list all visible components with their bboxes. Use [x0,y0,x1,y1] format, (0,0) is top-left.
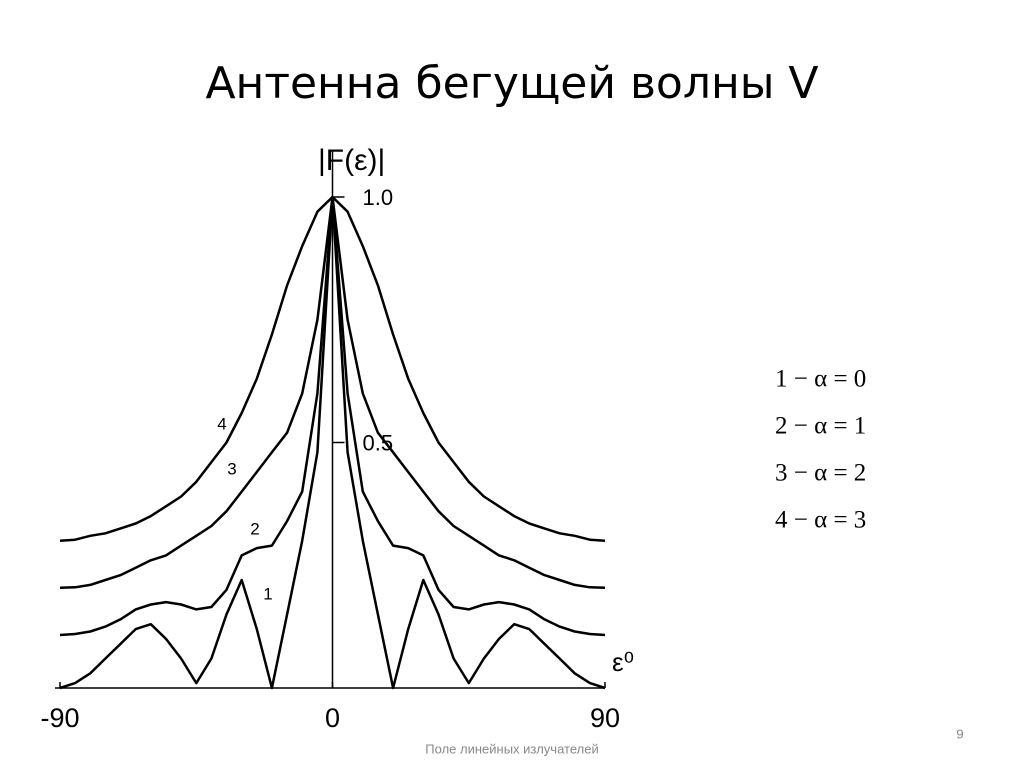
footer: Поле линейных излучателей [425,741,598,756]
x-tick-label: -90 [40,703,79,733]
slide-title: Антенна бегущей волны V [205,58,818,109]
formula-note: 3 − α = 2 [775,460,866,487]
x-axis-label: ε⁰ [612,647,634,677]
page-number: 9 [956,726,963,741]
curve-label: 4 [217,414,226,433]
x-tick-label: 0 [325,703,340,733]
formula-note: 4 − α = 3 [775,507,866,534]
y-axis-label: |F(ε)| [318,144,385,177]
curve-label: 1 [263,584,272,603]
formula-note: 2 − α = 1 [775,413,866,440]
curve-label: 3 [227,459,236,478]
curve-label: 2 [250,519,259,538]
y-tick-label: 1.0 [363,185,394,210]
x-tick-label: 90 [590,703,620,733]
formula-note: 1 − α = 0 [775,366,866,393]
curve [59,195,606,542]
